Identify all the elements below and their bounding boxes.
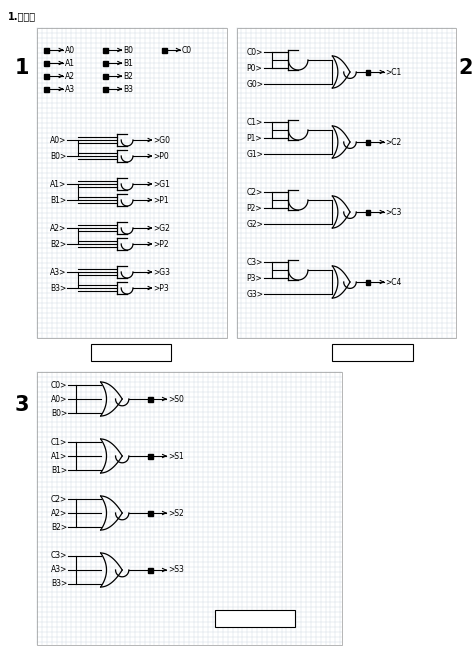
Text: B2>: B2> — [51, 523, 67, 531]
Polygon shape — [148, 397, 153, 401]
Polygon shape — [148, 454, 153, 458]
Text: 2: 2 — [458, 58, 473, 78]
Text: B1>: B1> — [50, 196, 66, 204]
Text: ->Carry: ->Carry — [354, 348, 392, 358]
Text: B2: B2 — [123, 72, 133, 80]
Text: A2: A2 — [64, 72, 74, 80]
Text: >P2: >P2 — [154, 239, 169, 249]
Text: G3>: G3> — [246, 289, 264, 299]
Text: B3>: B3> — [51, 580, 67, 588]
Text: >S1: >S1 — [168, 452, 184, 460]
Text: C2>: C2> — [51, 494, 67, 503]
Text: ->Input: ->Input — [112, 348, 150, 358]
Polygon shape — [45, 86, 49, 92]
Text: A3>: A3> — [50, 267, 66, 277]
Polygon shape — [45, 74, 49, 78]
Text: 1.회로도: 1.회로도 — [8, 11, 36, 21]
Text: G0>: G0> — [246, 80, 264, 88]
Text: A2>: A2> — [51, 509, 67, 517]
FancyBboxPatch shape — [215, 610, 295, 627]
Text: >G0: >G0 — [154, 135, 171, 145]
Polygon shape — [45, 48, 49, 52]
Polygon shape — [365, 139, 370, 145]
Text: C2>: C2> — [246, 188, 263, 196]
Text: >C4: >C4 — [385, 277, 402, 287]
Text: C1>: C1> — [246, 117, 263, 127]
Text: >S2: >S2 — [168, 509, 184, 517]
Polygon shape — [103, 86, 108, 92]
Text: A0>: A0> — [51, 395, 67, 403]
Text: A3: A3 — [64, 84, 74, 94]
Text: G1>: G1> — [246, 149, 263, 159]
Text: >G1: >G1 — [154, 180, 170, 188]
Text: B1>: B1> — [51, 466, 67, 474]
Text: >G3: >G3 — [154, 267, 171, 277]
Polygon shape — [45, 60, 49, 66]
Text: C3>: C3> — [246, 257, 263, 267]
Text: >G2: >G2 — [154, 224, 170, 232]
Text: B0: B0 — [123, 46, 133, 54]
Text: P1>: P1> — [246, 133, 262, 143]
Text: G2>: G2> — [246, 220, 263, 228]
Text: A0>: A0> — [50, 135, 66, 145]
FancyBboxPatch shape — [91, 344, 171, 361]
Text: >P1: >P1 — [154, 196, 169, 204]
Polygon shape — [162, 48, 167, 52]
Text: >S3: >S3 — [168, 565, 184, 574]
Text: A1>: A1> — [51, 452, 67, 460]
Polygon shape — [148, 511, 153, 515]
Text: C3>: C3> — [51, 551, 67, 561]
Text: A0: A0 — [64, 46, 74, 54]
Text: B2>: B2> — [50, 239, 66, 249]
Text: >C2: >C2 — [385, 137, 402, 147]
Text: C0>: C0> — [51, 381, 67, 389]
Text: C0: C0 — [182, 46, 192, 54]
Polygon shape — [365, 70, 370, 74]
Text: >P3: >P3 — [154, 283, 169, 293]
Polygon shape — [103, 48, 108, 52]
Text: B3: B3 — [123, 84, 133, 94]
Text: A3>: A3> — [51, 565, 67, 574]
Text: >P0: >P0 — [154, 151, 169, 161]
Text: B0>: B0> — [50, 151, 66, 161]
Text: P0>: P0> — [246, 64, 262, 72]
Polygon shape — [365, 210, 370, 214]
Text: >C3: >C3 — [385, 208, 402, 216]
Text: B0>: B0> — [51, 409, 67, 417]
FancyBboxPatch shape — [332, 344, 412, 361]
Text: >S0: >S0 — [168, 395, 184, 403]
Text: P3>: P3> — [246, 273, 262, 283]
Polygon shape — [365, 279, 370, 285]
Text: ->Output: ->Output — [232, 614, 278, 624]
Text: A2>: A2> — [50, 224, 66, 232]
Text: 3: 3 — [14, 395, 29, 415]
Text: P2>: P2> — [246, 204, 262, 212]
Polygon shape — [148, 567, 153, 572]
Text: 1: 1 — [14, 58, 29, 78]
Text: A1: A1 — [64, 58, 74, 68]
Text: B1: B1 — [123, 58, 133, 68]
Text: B3>: B3> — [50, 283, 66, 293]
Text: C1>: C1> — [51, 438, 67, 446]
Text: >C1: >C1 — [385, 68, 402, 76]
Polygon shape — [103, 74, 108, 78]
Text: A1>: A1> — [50, 180, 66, 188]
Text: C0>: C0> — [246, 48, 263, 56]
Polygon shape — [103, 60, 108, 66]
